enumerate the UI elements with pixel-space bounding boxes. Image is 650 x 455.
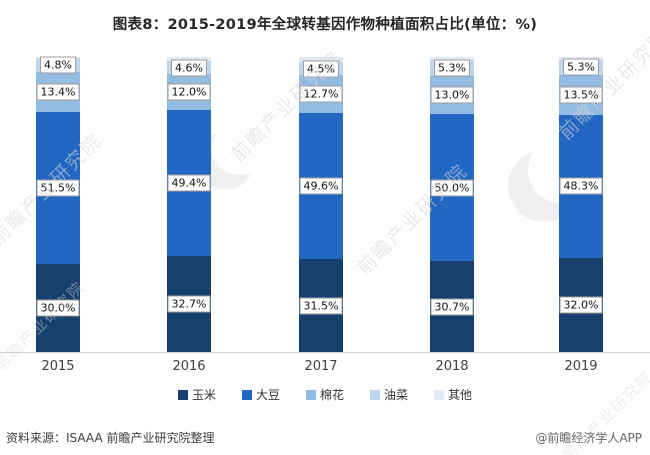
- stacked-bar-2018: 30.7% 50.0% 13.0% 5.3%: [430, 57, 474, 352]
- data-label-玉米: 31.5%: [299, 297, 343, 315]
- segment-其他: [430, 57, 474, 60]
- x-axis-labels: 2015 2016 2017 2018 2019: [0, 359, 650, 377]
- data-label-大豆: 49.4%: [167, 174, 211, 192]
- segment-其他: [559, 57, 603, 60]
- stacked-bar-2016: 32.7% 49.4% 12.0% 4.6%: [167, 57, 211, 352]
- legend-swatch-icon: [241, 389, 252, 400]
- data-label-棉花: 13.5%: [559, 86, 603, 104]
- data-label-棉花: 13.0%: [430, 86, 474, 104]
- data-label-油菜: 5.3%: [563, 58, 599, 76]
- data-label-油菜: 4.6%: [171, 59, 207, 77]
- data-label-大豆: 48.3%: [559, 177, 603, 195]
- x-axis-label-2017: 2017: [304, 359, 338, 374]
- legend-label: 大豆: [255, 388, 280, 402]
- plot-area: 30.0% 51.5% 13.4% 4.8% 32.7% 49.4% 12.0% 4.6% 31…: [0, 56, 650, 352]
- data-label-棉花: 12.7%: [299, 85, 343, 103]
- data-label-油菜: 4.8%: [40, 56, 76, 74]
- legend-swatch-icon: [177, 389, 188, 400]
- legend: 玉米 大豆 棉花 油菜 其他: [0, 386, 650, 403]
- data-label-大豆: 49.6%: [299, 177, 343, 195]
- legend-item-其他: 其他: [434, 386, 472, 403]
- segment-其他: [167, 57, 211, 61]
- credit-note: @前瞻经济学人APP: [535, 431, 642, 445]
- x-axis-label-2018: 2018: [435, 359, 469, 374]
- data-label-玉米: 32.0%: [559, 296, 603, 314]
- stacked-bar-2017: 31.5% 49.6% 12.7% 4.5%: [299, 57, 343, 352]
- segment-其他: [299, 57, 343, 63]
- stacked-bar-2019: 32.0% 48.3% 13.5% 5.3%: [559, 57, 603, 352]
- data-label-大豆: 50.0%: [430, 179, 474, 197]
- data-label-大豆: 51.5%: [36, 179, 80, 197]
- legend-item-大豆: 大豆: [241, 386, 280, 403]
- x-axis-label-2015: 2015: [41, 359, 75, 374]
- x-axis-label-2016: 2016: [172, 359, 206, 374]
- legend-label: 其他: [448, 388, 473, 402]
- legend-label: 玉米: [191, 388, 216, 402]
- legend-swatch-icon: [305, 389, 316, 400]
- data-label-玉米: 32.7%: [167, 295, 211, 313]
- legend-item-棉花: 棉花: [305, 386, 344, 403]
- chart-title: 图表8：2015-2019年全球转基因作物种植面积占比(单位：%): [112, 17, 538, 33]
- legend-label: 油菜: [384, 388, 409, 402]
- legend-swatch-icon: [370, 389, 380, 400]
- data-label-油菜: 4.5%: [303, 60, 339, 78]
- data-label-油菜: 5.3%: [434, 59, 470, 77]
- data-label-棉花: 12.0%: [167, 83, 211, 101]
- legend-item-玉米: 玉米: [177, 386, 216, 403]
- data-label-玉米: 30.0%: [36, 299, 80, 317]
- legend-item-油菜: 油菜: [370, 386, 408, 403]
- stacked-bar-2015: 30.0% 51.5% 13.4% 4.8%: [36, 56, 80, 352]
- x-axis-line: [0, 352, 650, 353]
- data-label-棉花: 13.4%: [36, 83, 80, 101]
- data-label-玉米: 30.7%: [430, 298, 474, 316]
- legend-label: 棉花: [319, 388, 344, 402]
- source-note: 资料来源：ISAAA 前瞻产业研究院整理: [6, 431, 215, 445]
- legend-swatch-icon: [434, 389, 445, 400]
- x-axis-label-2019: 2019: [564, 359, 598, 374]
